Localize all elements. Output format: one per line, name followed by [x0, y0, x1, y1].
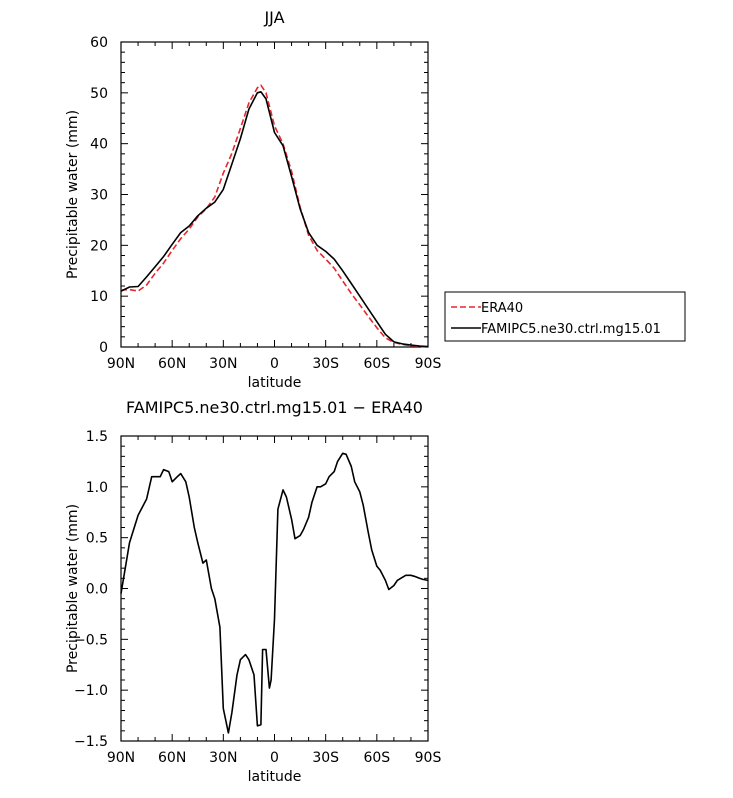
x-tick-label: 90N — [107, 750, 135, 766]
y-tick-label: 1.0 — [86, 480, 108, 496]
x-tick-label: 60S — [363, 356, 390, 372]
y-tick-label: 0 — [99, 340, 108, 356]
y-tick-label: 50 — [90, 86, 108, 102]
y-tick-label: 1.5 — [86, 429, 108, 445]
y-tick-label: 60 — [90, 35, 108, 51]
x-tick-label: 90S — [415, 750, 442, 766]
chart-panel-1: JJA 90N 60N 30N 0 30S 60S 90S 0 10 20 30 40 50 60 latit… — [65, 8, 686, 391]
x-tick-label: 30S — [312, 356, 339, 372]
y-tick-label: 40 — [90, 137, 108, 153]
y-tick-label: 0.0 — [86, 582, 108, 598]
x-tick-label: 0 — [270, 750, 279, 766]
y-tick-label: 20 — [90, 238, 108, 254]
legend-label-2: FAMIPC5.ne30.ctrl.mg15.01 — [481, 322, 661, 337]
y-tick-label: −1.0 — [74, 683, 108, 699]
series-line-1 — [120, 84, 429, 348]
x-axis-title: latitude — [248, 769, 302, 785]
y-tick-label: 30 — [90, 188, 108, 204]
x-tick-label: 90N — [107, 356, 135, 372]
y-tick-label: −0.5 — [74, 632, 108, 648]
x-tick-label: 30N — [209, 356, 237, 372]
plot-frame — [120, 435, 429, 742]
x-tick-label: 0 — [270, 356, 279, 372]
x-tick-label: 30S — [312, 750, 339, 766]
legend-label-1: ERA40 — [481, 301, 523, 316]
y-tick-label: 10 — [90, 289, 108, 305]
y-tick-label: −1.5 — [74, 734, 108, 750]
x-tick-label: 60S — [363, 750, 390, 766]
y-axis-title: Precipitable water (mm) — [65, 110, 81, 279]
y-tick-label: 0.5 — [86, 531, 108, 547]
plot-frame — [120, 41, 429, 348]
x-tick-label: 60N — [158, 356, 186, 372]
series-line-2 — [120, 91, 429, 348]
x-tick-label: 60N — [158, 750, 186, 766]
legend-box — [444, 291, 686, 342]
chart-panel-2: FAMIPC5.ne30.ctrl.mg15.01 − ERA40 90N 60N 3… — [65, 398, 441, 785]
x-tick-label: 30N — [209, 750, 237, 766]
x-axis-title: latitude — [248, 375, 302, 391]
chart-title: FAMIPC5.ne30.ctrl.mg15.01 − ERA40 — [126, 398, 423, 417]
chart-title: JJA — [263, 8, 284, 27]
series-line-1 — [120, 452, 429, 734]
y-axis-title: Precipitable water (mm) — [65, 504, 81, 673]
x-tick-label: 90S — [415, 356, 442, 372]
